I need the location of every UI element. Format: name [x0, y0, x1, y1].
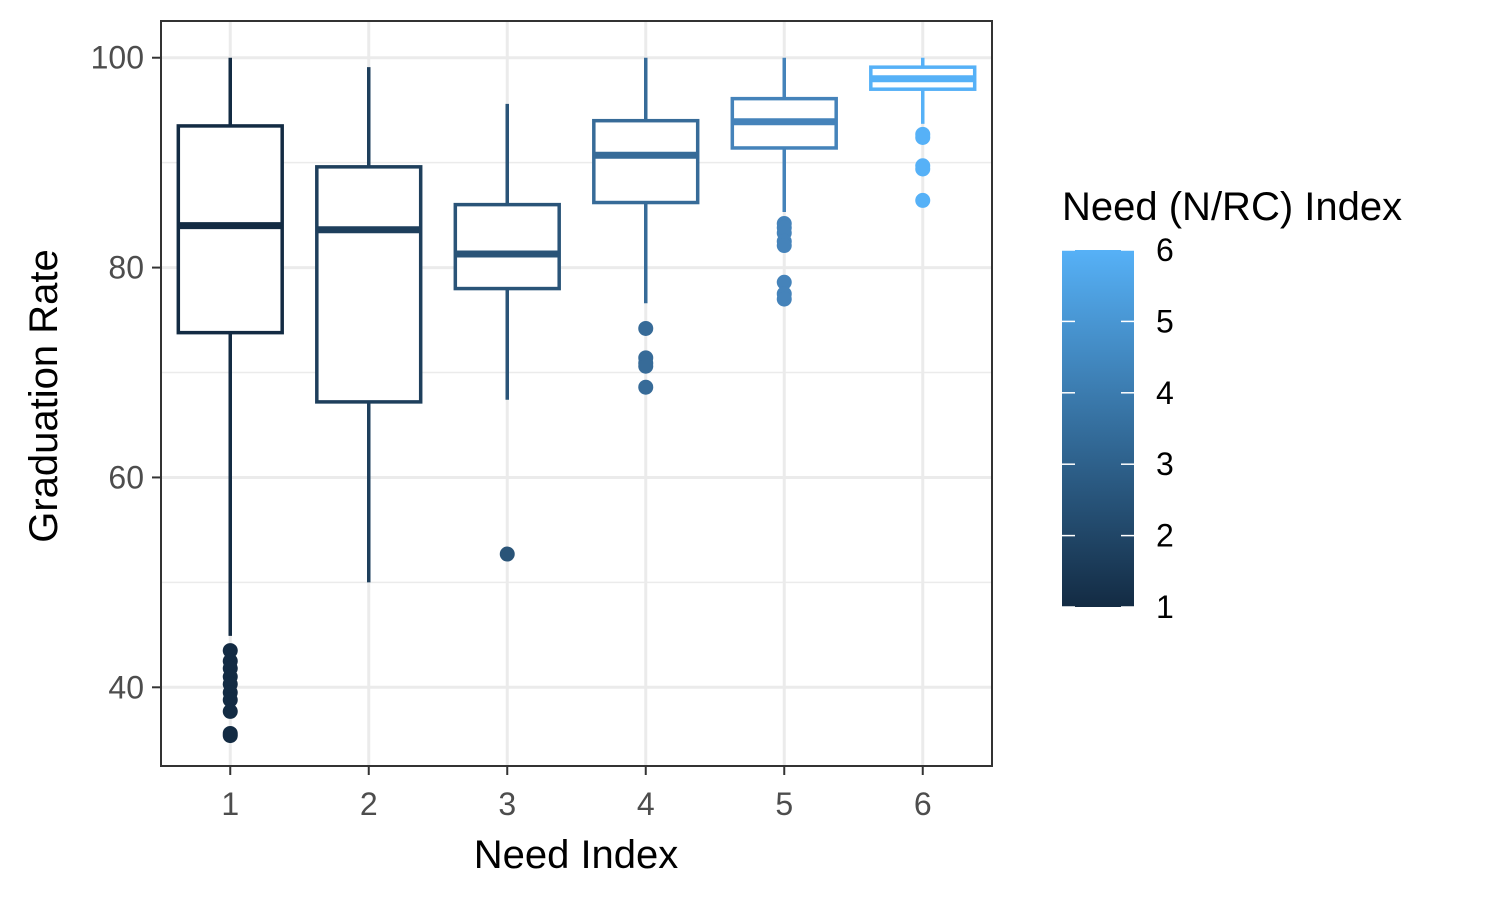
outlier-point [638, 358, 654, 374]
box-group-1 [176, 57, 284, 744]
plot-border [160, 20, 993, 767]
x-tick-label: 5 [775, 786, 793, 822]
x-axis: 1 2 3 4 5 6 [221, 766, 932, 822]
y-tick-label: 80 [108, 250, 144, 286]
box-iqr [176, 124, 284, 335]
outlier-point [638, 320, 654, 336]
x-tick-label: 3 [498, 786, 516, 822]
outlier-point [499, 546, 515, 562]
outlier-point [776, 291, 792, 307]
outlier-point [638, 379, 654, 395]
legend-ticks: 1 2 3 4 5 6 [1062, 232, 1174, 625]
outlier-point [915, 161, 931, 177]
y-tick-label: 100 [91, 40, 144, 76]
legend-label: 6 [1156, 232, 1174, 268]
legend-colorbar [1062, 250, 1134, 607]
x-tick-label: 6 [914, 786, 932, 822]
box-iqr [453, 202, 561, 291]
legend-label: 2 [1156, 518, 1174, 554]
box-group-5 [730, 57, 838, 307]
x-tick-label: 2 [360, 786, 378, 822]
legend: Need (N/RC) Index 1 2 3 4 5 6 [1062, 185, 1402, 625]
box-group-4 [592, 57, 700, 395]
box-iqr [592, 118, 700, 205]
box-group-2 [315, 67, 423, 583]
plot-background [161, 21, 992, 766]
outlier-point [776, 274, 792, 290]
legend-title: Need (N/RC) Index [1062, 185, 1402, 229]
box-group-3 [453, 103, 561, 562]
legend-label: 4 [1156, 375, 1174, 411]
x-tick-label: 1 [221, 786, 239, 822]
y-tick-label: 40 [108, 669, 144, 705]
y-tick-label: 60 [108, 459, 144, 495]
x-tick-label: 4 [637, 786, 655, 822]
outlier-point [222, 692, 238, 708]
legend-label: 5 [1156, 303, 1174, 339]
outlier-point [222, 703, 238, 719]
outlier-point [915, 129, 931, 145]
x-axis-title: Need Index [474, 833, 679, 877]
outlier-point [915, 192, 931, 208]
y-axis: 40 60 80 100 [91, 40, 161, 705]
boxes [176, 57, 977, 744]
outlier-point [222, 728, 238, 744]
box-iqr [315, 165, 423, 404]
legend-label: 1 [1156, 589, 1174, 625]
y-axis-title: Graduation Rate [22, 249, 66, 543]
legend-label: 3 [1156, 446, 1174, 482]
box-group-6 [869, 57, 977, 208]
outlier-point [222, 643, 238, 659]
outlier-point [776, 238, 792, 254]
